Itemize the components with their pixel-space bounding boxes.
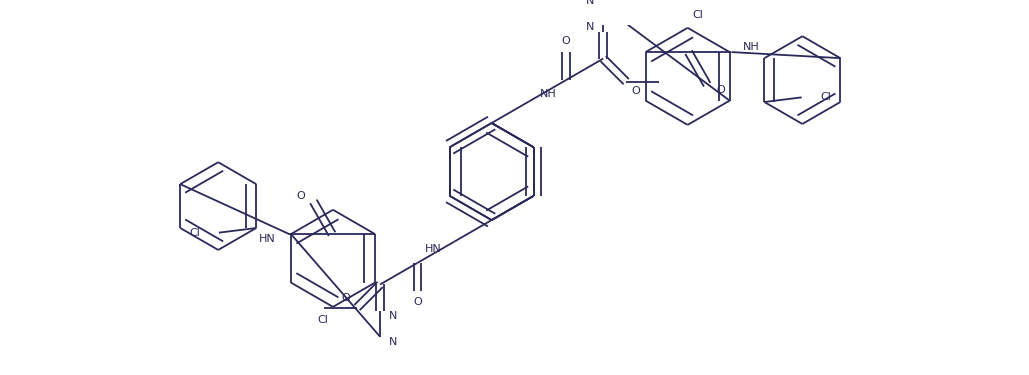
Text: NH: NH bbox=[743, 42, 759, 52]
Text: Cl: Cl bbox=[317, 315, 328, 325]
Text: N: N bbox=[389, 311, 397, 321]
Text: NH: NH bbox=[540, 89, 557, 99]
Text: Cl: Cl bbox=[189, 228, 201, 238]
Text: O: O bbox=[413, 297, 422, 307]
Text: N: N bbox=[389, 338, 397, 347]
Text: Cl: Cl bbox=[693, 10, 703, 20]
Text: O: O bbox=[716, 86, 724, 95]
Text: N: N bbox=[586, 0, 595, 6]
Text: O: O bbox=[631, 86, 640, 96]
Text: O: O bbox=[296, 191, 305, 201]
Text: O: O bbox=[342, 293, 350, 303]
Text: HN: HN bbox=[259, 234, 276, 244]
Text: N: N bbox=[586, 22, 595, 32]
Text: Cl: Cl bbox=[820, 92, 831, 102]
Text: O: O bbox=[562, 36, 570, 46]
Text: HN: HN bbox=[425, 244, 441, 254]
